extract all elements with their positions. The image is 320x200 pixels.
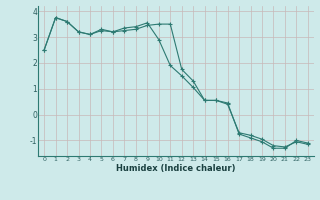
X-axis label: Humidex (Indice chaleur): Humidex (Indice chaleur) bbox=[116, 164, 236, 173]
